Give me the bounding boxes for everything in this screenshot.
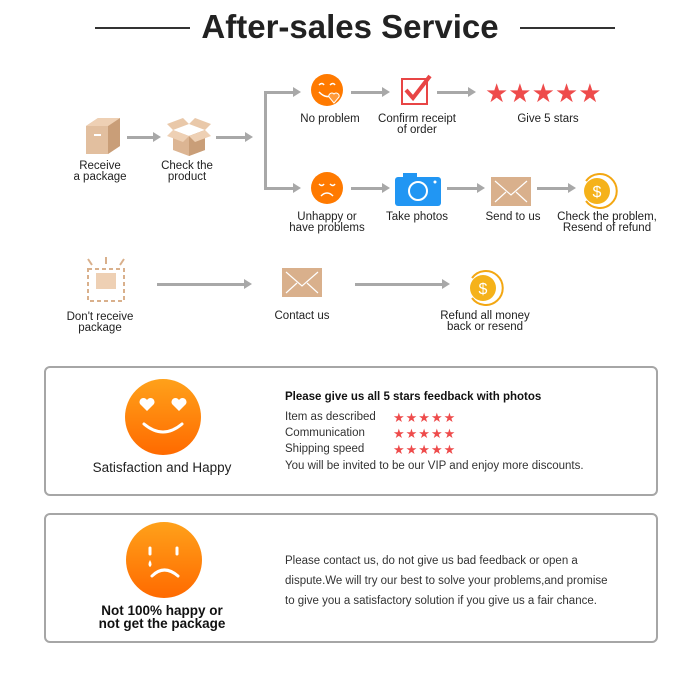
rating-stars: ★★★★★	[393, 410, 457, 425]
arrow	[264, 87, 301, 97]
title-rule-left	[95, 27, 190, 29]
arrow	[157, 279, 252, 289]
label-receive: Receive a package	[73, 160, 127, 183]
arrow	[447, 183, 485, 193]
open-box-icon	[167, 118, 211, 156]
rating-stars: ★★★★★	[393, 442, 457, 457]
label-send: Send to us	[485, 211, 541, 223]
sad-card	[44, 513, 658, 643]
checkbox-icon	[401, 74, 432, 105]
arrow	[537, 183, 576, 193]
rating-label: Communication	[285, 427, 365, 439]
arrow	[127, 132, 161, 142]
sad-label: Not 100% happy or not get the package	[98, 603, 226, 631]
happy-card	[44, 366, 658, 496]
happy-face-icon	[311, 74, 343, 106]
svg-text:$: $	[479, 281, 488, 298]
contact-note-line: Please contact us, do not give us bad fe…	[285, 555, 578, 567]
feedback-heading: Please give us all 5 stars feedback with…	[285, 391, 542, 403]
label-dont-receive: Don't receive package	[66, 311, 134, 334]
rating-label: Item as described	[285, 411, 376, 423]
contact-note-line: dispute.We will try our best to solve yo…	[285, 575, 608, 587]
label-confirm: Confirm receipt of order	[378, 113, 456, 136]
label-check: Check the product	[161, 160, 213, 183]
arrow	[355, 279, 450, 289]
envelope-icon	[282, 268, 322, 297]
arrow	[437, 87, 476, 97]
envelope-icon	[491, 177, 531, 206]
arrow	[351, 183, 390, 193]
crying-face-icon	[126, 522, 202, 598]
label-unhappy: Unhappy or have problems	[289, 211, 365, 234]
happy-label: Satisfaction and Happy	[92, 460, 232, 475]
coin-refund-icon: $	[584, 173, 618, 209]
label-check-problem: Check the problem, Resend of refund	[557, 211, 657, 234]
camera-icon	[395, 173, 441, 206]
arrow	[216, 132, 253, 142]
rating-stars: ★★★★★	[393, 426, 457, 441]
coin-refund-icon: $	[470, 270, 504, 306]
vip-note: You will be invited to be our VIP and en…	[285, 460, 584, 472]
contact-note-line: to give you a satisfactory solution if y…	[285, 595, 597, 607]
label-contact: Contact us	[274, 310, 330, 322]
heart-eyes-face-icon	[125, 379, 201, 455]
arrow	[264, 183, 301, 193]
page-title: After-sales Service	[201, 8, 499, 45]
svg-text:$: $	[593, 184, 602, 201]
missing-package-icon	[87, 257, 125, 302]
five-stars-icon: ★★★★★	[485, 78, 602, 108]
label-no-problem: No problem	[300, 113, 360, 125]
label-take-photos: Take photos	[385, 211, 448, 223]
label-give-stars: Give 5 stars	[517, 113, 579, 125]
arrow	[351, 87, 390, 97]
package-icon	[86, 118, 120, 154]
branch-line	[264, 92, 267, 189]
rating-label: Shipping speed	[285, 443, 365, 455]
sad-face-icon	[311, 172, 343, 204]
title-rule-right	[520, 27, 615, 29]
label-refund: Refund all money back or resend	[440, 310, 530, 333]
